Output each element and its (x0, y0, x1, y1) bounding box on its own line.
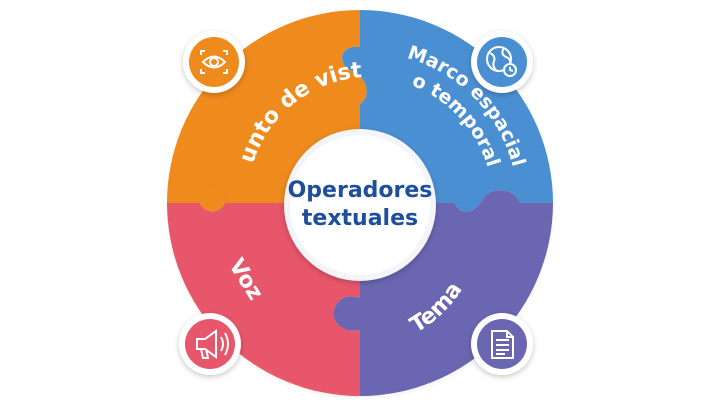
center-title-line2: textuales (302, 206, 418, 231)
center-hub-inner (290, 135, 430, 275)
globe-clock-icon (486, 46, 517, 77)
document-icon (491, 330, 514, 359)
eye-badge (183, 31, 245, 93)
globe-badge (471, 31, 533, 93)
megaphone-badge (179, 313, 241, 375)
megaphone-icon (196, 329, 229, 359)
document-badge (471, 313, 533, 375)
center-title-line1: Operadores (288, 178, 433, 203)
eye-icon (200, 50, 228, 74)
puzzle-tab (167, 185, 227, 212)
